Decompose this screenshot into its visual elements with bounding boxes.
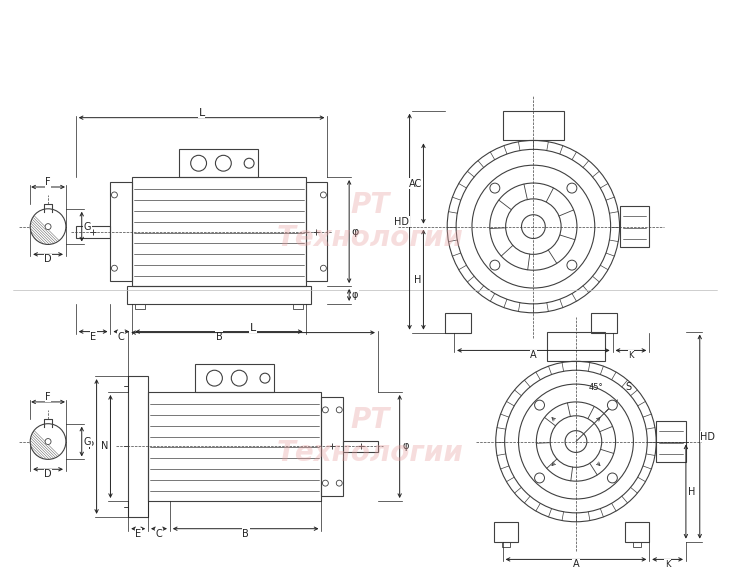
Text: S: S bbox=[626, 382, 631, 392]
Bar bbox=[626, 522, 649, 541]
Text: A: A bbox=[530, 350, 537, 360]
Text: 45°: 45° bbox=[588, 383, 603, 392]
Circle shape bbox=[337, 480, 342, 486]
Text: F: F bbox=[45, 177, 51, 187]
Circle shape bbox=[490, 183, 500, 193]
Circle shape bbox=[337, 407, 342, 413]
Bar bbox=[195, 364, 274, 392]
Circle shape bbox=[45, 439, 51, 444]
Bar bbox=[503, 111, 564, 141]
Text: РТ
Технологии: РТ Технологии bbox=[277, 192, 464, 252]
Circle shape bbox=[45, 224, 51, 229]
Text: G: G bbox=[84, 436, 91, 447]
Circle shape bbox=[320, 266, 326, 271]
Bar bbox=[132, 177, 306, 286]
Bar bbox=[321, 397, 343, 496]
Circle shape bbox=[534, 473, 545, 483]
Circle shape bbox=[607, 473, 618, 483]
Text: B: B bbox=[242, 529, 249, 539]
Bar bbox=[343, 440, 378, 453]
Bar bbox=[620, 206, 649, 248]
Text: A: A bbox=[572, 560, 580, 569]
Text: K: K bbox=[629, 351, 634, 360]
Text: L: L bbox=[250, 322, 256, 333]
Text: E: E bbox=[90, 332, 96, 342]
Circle shape bbox=[567, 183, 577, 193]
Circle shape bbox=[112, 266, 118, 271]
Bar bbox=[127, 286, 310, 304]
Bar bbox=[110, 182, 132, 281]
Bar bbox=[76, 225, 110, 238]
Text: N: N bbox=[101, 442, 108, 451]
Text: HD: HD bbox=[394, 217, 409, 227]
Bar bbox=[502, 541, 510, 547]
Circle shape bbox=[323, 407, 329, 413]
Bar bbox=[148, 392, 321, 501]
Circle shape bbox=[323, 480, 329, 486]
Circle shape bbox=[231, 370, 247, 386]
Circle shape bbox=[567, 260, 577, 270]
Text: F: F bbox=[45, 392, 51, 402]
Circle shape bbox=[534, 400, 545, 410]
Text: P: P bbox=[88, 442, 93, 451]
Circle shape bbox=[191, 155, 207, 171]
Circle shape bbox=[112, 192, 118, 198]
Text: L: L bbox=[199, 107, 204, 118]
Text: C: C bbox=[118, 332, 125, 342]
Bar bbox=[656, 421, 686, 462]
Text: K: K bbox=[665, 560, 670, 569]
Bar bbox=[135, 304, 145, 309]
Circle shape bbox=[207, 370, 223, 386]
Circle shape bbox=[30, 209, 66, 245]
Text: H: H bbox=[688, 486, 696, 497]
Circle shape bbox=[30, 424, 66, 460]
Circle shape bbox=[244, 158, 254, 168]
Bar bbox=[293, 304, 303, 309]
Bar bbox=[445, 313, 471, 332]
Text: HD: HD bbox=[700, 432, 715, 442]
Text: РТ
Технологии: РТ Технологии bbox=[277, 406, 464, 467]
Text: D: D bbox=[45, 254, 52, 264]
Text: φ: φ bbox=[351, 227, 358, 236]
Bar bbox=[179, 149, 258, 177]
Bar bbox=[634, 541, 642, 547]
Text: C: C bbox=[155, 529, 162, 539]
Bar bbox=[306, 182, 327, 281]
Text: AC: AC bbox=[409, 178, 422, 188]
Bar bbox=[128, 376, 148, 517]
Text: E: E bbox=[135, 529, 141, 539]
Text: B: B bbox=[215, 332, 223, 342]
Text: φ: φ bbox=[352, 290, 358, 300]
Bar bbox=[591, 313, 617, 332]
Bar bbox=[493, 522, 518, 541]
Text: D: D bbox=[45, 469, 52, 479]
Text: G: G bbox=[84, 221, 91, 232]
Circle shape bbox=[215, 155, 231, 171]
Bar bbox=[548, 332, 604, 361]
Circle shape bbox=[260, 373, 270, 383]
Circle shape bbox=[320, 192, 326, 198]
Text: H: H bbox=[414, 275, 421, 285]
Text: φ: φ bbox=[402, 442, 409, 451]
Circle shape bbox=[607, 400, 618, 410]
Circle shape bbox=[490, 260, 500, 270]
